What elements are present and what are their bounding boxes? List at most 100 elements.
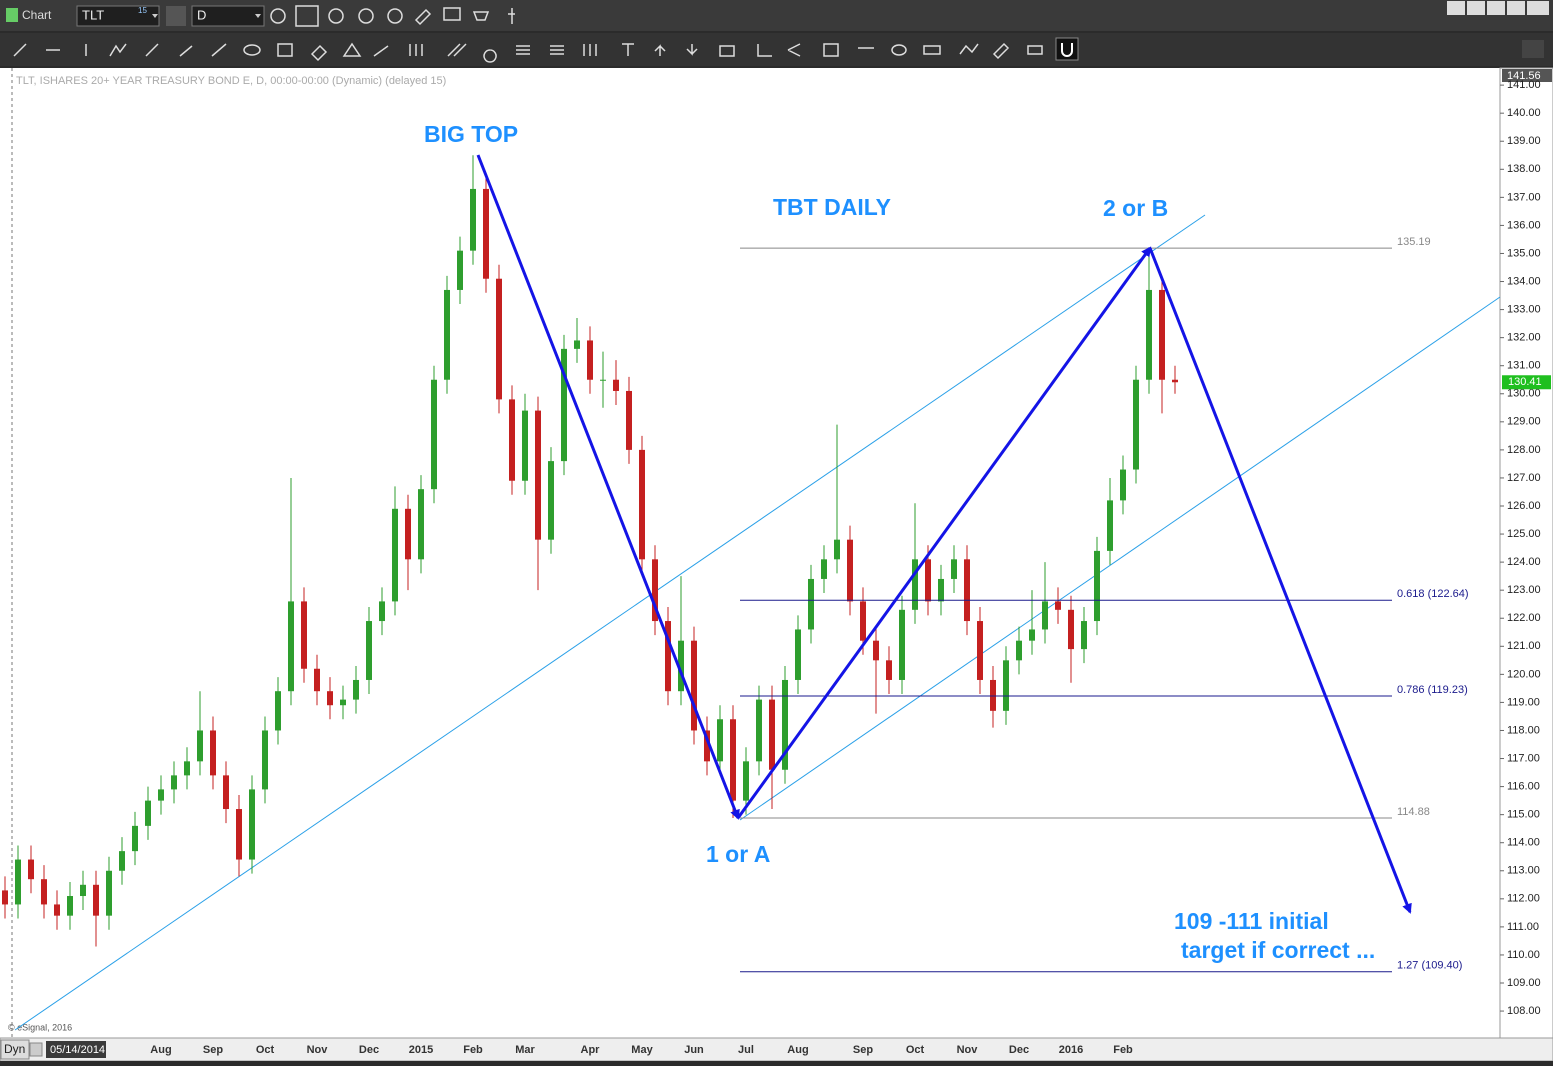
candle-body — [80, 884, 86, 897]
x-tick-label: Oct — [256, 1044, 275, 1056]
candle-body — [431, 379, 437, 490]
candle-body — [353, 679, 359, 700]
settings-button[interactable] — [166, 6, 186, 26]
x-tick-label: 2015 — [409, 1044, 433, 1056]
y-tick-label: 135.00 — [1507, 247, 1541, 259]
y-tick-label: 126.00 — [1507, 500, 1541, 512]
candle-body — [392, 508, 398, 602]
candle-body — [1107, 500, 1113, 551]
price-axis — [1499, 67, 1553, 1039]
candle-body — [1159, 289, 1165, 380]
y-tick-label: 138.00 — [1507, 163, 1541, 175]
candle-body — [67, 896, 73, 916]
candle-body — [665, 621, 671, 692]
annotation: 2 or B — [1103, 195, 1168, 221]
candle-body — [795, 629, 801, 680]
y-tick-label: 110.00 — [1507, 949, 1540, 961]
y-tick-label: 115.00 — [1507, 809, 1540, 821]
candle-body — [2, 890, 8, 905]
candle-body — [613, 379, 619, 391]
x-tick-label: Dec — [359, 1044, 379, 1056]
x-tick-label: Mar — [515, 1044, 535, 1056]
candle-body — [808, 578, 814, 630]
candle-body — [119, 851, 125, 871]
annotation: BIG TOP — [424, 121, 518, 147]
candle-body — [925, 559, 931, 602]
panel-button[interactable] — [1522, 40, 1544, 58]
candle-body — [1146, 289, 1152, 380]
y-tick-label: 117.00 — [1507, 752, 1540, 764]
y-tick-label: 116.00 — [1507, 780, 1540, 792]
candle-body — [223, 775, 229, 810]
candle-body — [145, 800, 151, 826]
candle-body — [873, 640, 879, 661]
candle-body — [106, 870, 112, 916]
symbol: TLT — [82, 7, 104, 22]
symbol-input[interactable] — [76, 5, 160, 27]
candle-body — [132, 825, 138, 852]
candle-body — [691, 640, 697, 731]
candle-body — [184, 761, 190, 776]
y-tick-label: 127.00 — [1507, 472, 1541, 484]
interval-input[interactable] — [191, 5, 265, 27]
time-axis — [0, 1037, 1553, 1062]
candle-body — [1055, 601, 1061, 610]
candle-body — [522, 410, 528, 481]
candle-body — [1094, 550, 1100, 622]
candle-body — [730, 719, 736, 801]
x-tick-label: Aug — [787, 1044, 808, 1056]
symbol-badge: 15 — [138, 6, 147, 15]
top-price: 141.56 — [1507, 70, 1541, 82]
y-tick-label: 114.00 — [1507, 837, 1540, 849]
candle-body — [1003, 660, 1009, 711]
candle-body — [405, 508, 411, 560]
drawing-tools[interactable] — [13, 42, 1043, 63]
candle-body — [678, 640, 684, 692]
candle-body — [782, 679, 788, 770]
x-tick-label: Nov — [307, 1044, 329, 1056]
y-tick-label: 129.00 — [1507, 416, 1541, 428]
candle-body — [639, 449, 645, 560]
candle-body — [899, 609, 905, 680]
candle-body — [301, 601, 307, 669]
y-tick-label: 136.00 — [1507, 219, 1541, 231]
candle-body — [1081, 621, 1087, 650]
wave-arrow — [736, 246, 1152, 819]
x-tick-label: 2016 — [1059, 1044, 1083, 1056]
window-buttons[interactable] — [1447, 1, 1549, 15]
annotation: 1 or A — [706, 841, 770, 867]
candle-body — [327, 691, 333, 706]
y-tick-label: 132.00 — [1507, 332, 1541, 344]
annotation: 109 -111 initial — [1174, 908, 1329, 934]
fib-label: 0.786 (119.23) — [1397, 684, 1468, 696]
x-tick-label: Nov — [957, 1044, 979, 1056]
candle-body — [483, 188, 489, 279]
candle-body — [496, 278, 502, 400]
y-tick-label: 131.00 — [1507, 360, 1541, 372]
candle-body — [340, 699, 346, 706]
channel-lower — [739, 296, 1501, 821]
drawing-toolbar — [0, 33, 1553, 66]
candle-body — [418, 489, 424, 560]
candle-body — [743, 761, 749, 801]
y-tick-label: 108.00 — [1507, 1005, 1541, 1017]
candle-body — [28, 859, 34, 880]
mode-toggle[interactable] — [29, 1042, 43, 1057]
x-tick-label: Dec — [1009, 1044, 1029, 1056]
candle-body — [626, 390, 632, 450]
mode-box[interactable] — [0, 1039, 30, 1060]
y-tick-label: 124.00 — [1507, 556, 1541, 568]
top-price-box — [1502, 69, 1552, 82]
candle-body — [756, 699, 762, 762]
candle-body — [1120, 469, 1126, 501]
candle-body — [717, 719, 723, 762]
candle-body — [1068, 609, 1074, 650]
chart-info: TLT, ISHARES 20+ YEAR TREASURY BOND E, D… — [16, 75, 446, 87]
x-tick-label: Apr — [581, 1044, 601, 1056]
candle-body — [886, 660, 892, 680]
y-tick-label: 111.00 — [1507, 921, 1539, 933]
x-tick-label: Jul — [738, 1044, 754, 1056]
candle-body — [314, 668, 320, 692]
wave-arrow — [1148, 247, 1412, 914]
fib-label: 135.19 — [1397, 236, 1431, 248]
